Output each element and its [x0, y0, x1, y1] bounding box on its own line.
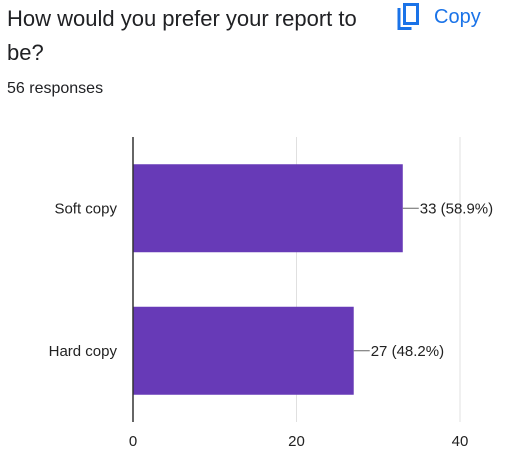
data-label: 27 (48.2%)	[371, 343, 444, 360]
category-label: Hard copy	[49, 343, 118, 360]
copy-icon	[397, 3, 419, 30]
bar	[133, 306, 354, 395]
copy-button[interactable]: Copy	[396, 2, 481, 32]
data-label: 33 (58.9%)	[420, 200, 493, 217]
x-tick-label: 20	[288, 433, 305, 450]
copy-label: Copy	[434, 5, 481, 28]
x-tick-label: 0	[129, 433, 137, 450]
x-tick-label: 40	[452, 433, 469, 450]
category-label: Soft copy	[54, 200, 117, 217]
question-title: How would you prefer your report to be?	[7, 6, 357, 65]
bar	[133, 164, 403, 253]
response-count: 56 responses	[7, 80, 104, 97]
